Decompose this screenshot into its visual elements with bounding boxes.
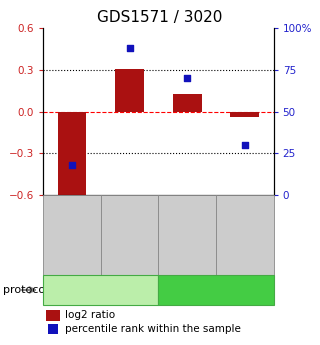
Text: high copper: high copper — [183, 285, 249, 295]
Text: low copper: low copper — [70, 285, 131, 295]
Bar — [115, 69, 144, 112]
Text: log2 ratio: log2 ratio — [65, 310, 115, 320]
Text: protocol: protocol — [3, 285, 48, 295]
Text: GSM80000: GSM80000 — [125, 210, 134, 259]
Point — [242, 142, 247, 148]
Text: percentile rank within the sample: percentile rank within the sample — [65, 324, 241, 334]
Point — [185, 76, 190, 81]
Bar — [173, 93, 202, 112]
Text: GSM80001: GSM80001 — [183, 210, 192, 259]
Text: GSM79999: GSM79999 — [68, 210, 76, 259]
Point — [69, 162, 75, 168]
Point — [127, 46, 132, 51]
Text: GDS1571 / 3020: GDS1571 / 3020 — [97, 10, 223, 25]
Text: GSM80002: GSM80002 — [240, 210, 249, 259]
Bar — [58, 112, 86, 198]
Bar — [230, 112, 259, 117]
